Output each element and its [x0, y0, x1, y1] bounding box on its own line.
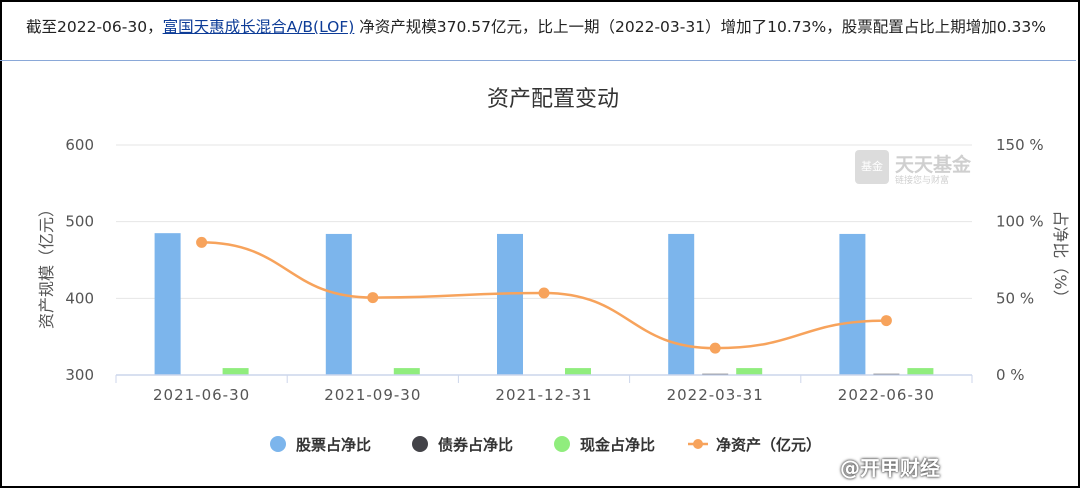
net-asset-line	[196, 236, 892, 354]
divider	[0, 60, 1076, 61]
chart-title: 资产配置变动	[487, 87, 619, 112]
bar[interactable]	[907, 368, 934, 375]
left-tick-label: 400	[65, 289, 94, 307]
summary-suffix: 净资产规模370.57亿元，比上一期（2022-03-31）增加了10.73%，…	[354, 18, 1046, 36]
watermark-box: 基金	[855, 150, 889, 184]
legend-item[interactable]: 债券占净比	[438, 436, 513, 454]
line-point[interactable]	[196, 236, 208, 248]
left-tick-label: 600	[65, 136, 94, 154]
x-tick-label: 2021-09-30	[324, 386, 421, 404]
x-tick-label: 2021-12-31	[495, 386, 592, 404]
left-axis-label: 资产规模（亿元）	[37, 201, 56, 329]
x-tick-label: 2022-06-30	[838, 386, 935, 404]
bar[interactable]	[154, 233, 181, 375]
watermark-slogan: 链接您与财富	[895, 176, 950, 186]
left-axis: 600 500 400 300	[65, 136, 94, 384]
bar[interactable]	[497, 233, 523, 375]
watermark-name: 天天基金	[895, 154, 972, 176]
legend-swatch	[270, 436, 286, 452]
line-point[interactable]	[709, 342, 721, 354]
left-tick-label: 300	[65, 366, 94, 384]
bar[interactable]	[736, 368, 763, 375]
legend-swatch	[412, 436, 428, 452]
x-tick-label: 2021-06-30	[153, 386, 250, 404]
summary-text: 截至2022-06-30，富国天惠成长混合A/B(LOF) 净资产规模370.5…	[26, 18, 1066, 36]
right-tick-label: 150 %	[996, 136, 1044, 154]
bar[interactable]	[325, 233, 352, 375]
right-axis: 150 % 100 % 50 % 0 %	[996, 136, 1044, 384]
bar[interactable]	[393, 368, 420, 375]
bars	[154, 233, 934, 376]
bar[interactable]	[565, 368, 591, 375]
right-tick-label: 100 %	[996, 213, 1044, 231]
line-point[interactable]	[538, 287, 550, 299]
bar[interactable]	[222, 368, 249, 375]
right-tick-label: 50 %	[996, 289, 1034, 307]
legend-item[interactable]: 股票占净比	[296, 436, 371, 454]
bar[interactable]	[839, 233, 866, 375]
right-axis-label: 占净比（%）	[1051, 210, 1070, 305]
legend[interactable]: 股票占净比 债券占净比 现金占净比 净资产（亿元）	[270, 436, 821, 454]
legend-item[interactable]: 净资产（亿元）	[716, 436, 821, 454]
bar[interactable]	[668, 233, 695, 375]
credit-watermark: @开甲财经	[840, 456, 940, 480]
legend-swatch	[554, 436, 570, 452]
right-tick-label: 0 %	[996, 366, 1025, 384]
legend-swatch	[693, 439, 703, 449]
line-point[interactable]	[880, 315, 892, 327]
x-tick-label: 2022-03-31	[667, 386, 764, 404]
line-point[interactable]	[367, 292, 379, 304]
summary-prefix: 截至2022-06-30，	[26, 18, 163, 36]
x-axis: 2021-06-30 2021-09-30 2021-12-31 2022-03-31…	[115, 374, 973, 404]
left-tick-label: 500	[65, 213, 94, 231]
watermark-logo: 基金 天天基金 链接您与财富	[855, 150, 985, 186]
fund-link[interactable]: 富国天惠成长混合A/B(LOF)	[162, 18, 355, 36]
legend-item[interactable]: 现金占净比	[580, 436, 655, 454]
